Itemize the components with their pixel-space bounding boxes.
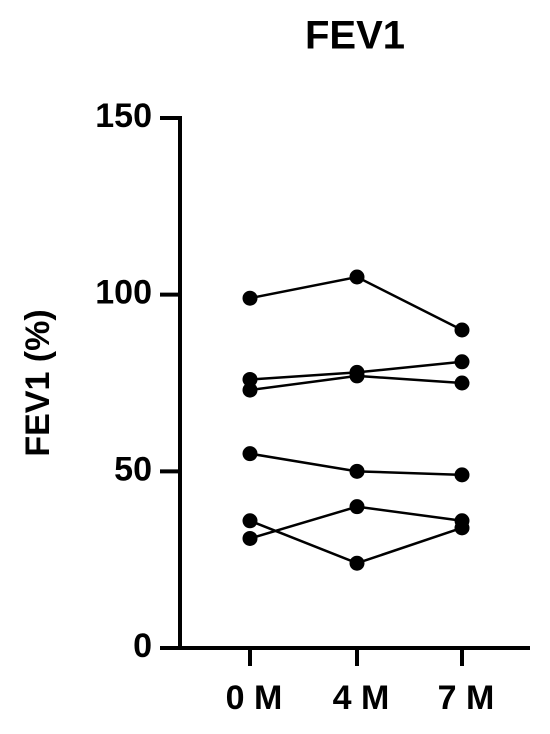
point (349, 499, 365, 515)
series-line (249, 275, 463, 332)
y-tick-label: 50 (114, 450, 152, 488)
point (242, 446, 258, 462)
x-tick-label: 4 M (333, 679, 390, 717)
chart-title: FEV1 (305, 14, 405, 58)
point (349, 368, 365, 384)
point (349, 555, 365, 571)
point (242, 513, 258, 529)
point (349, 269, 365, 285)
point (242, 530, 258, 546)
y-tick-label: 0 (133, 627, 152, 665)
x-tick-label: 0 M (226, 679, 283, 717)
point (242, 382, 258, 398)
point (454, 375, 470, 391)
y-tick-label: 100 (95, 274, 152, 312)
x-tick-label: 7 M (438, 679, 495, 717)
point (349, 463, 365, 479)
point (454, 354, 470, 370)
y-axis-label: FEV1 (%) (19, 309, 57, 456)
point (242, 290, 258, 306)
point (454, 322, 470, 338)
point (454, 467, 470, 483)
point (454, 513, 470, 529)
y-tick-label: 150 (95, 97, 152, 135)
point (242, 371, 258, 387)
